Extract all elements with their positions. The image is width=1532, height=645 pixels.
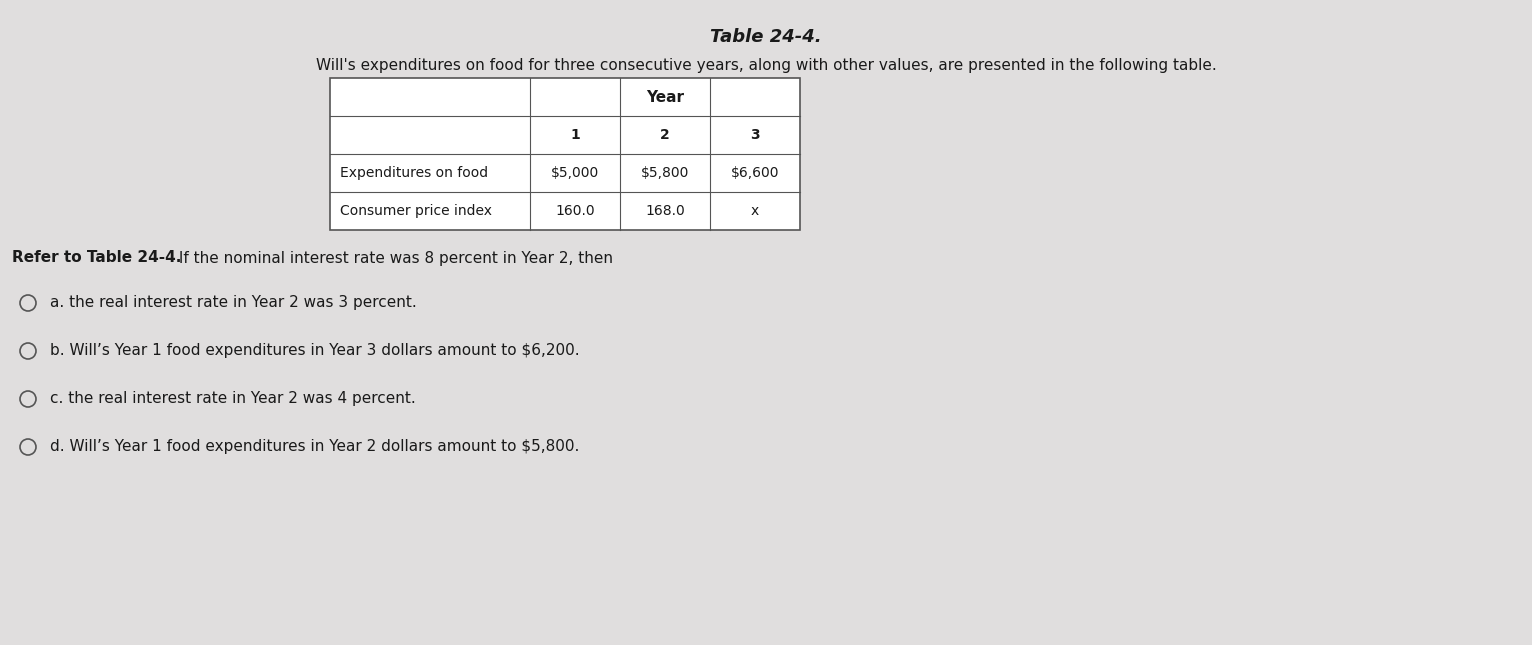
Text: d. Will’s Year 1 food expenditures in Year 2 dollars amount to $5,800.: d. Will’s Year 1 food expenditures in Ye… (51, 439, 579, 455)
Text: 1: 1 (570, 128, 581, 142)
Text: $5,000: $5,000 (552, 166, 599, 180)
Text: Will's expenditures on food for three consecutive years, along with other values: Will's expenditures on food for three co… (316, 58, 1216, 73)
Text: If the nominal interest rate was 8 percent in Year 2, then: If the nominal interest rate was 8 perce… (175, 250, 613, 266)
Text: Expenditures on food: Expenditures on food (340, 166, 489, 180)
Text: 2: 2 (660, 128, 669, 142)
Text: $5,800: $5,800 (640, 166, 689, 180)
Bar (329, 78, 800, 230)
Text: b. Will’s Year 1 food expenditures in Year 3 dollars amount to $6,200.: b. Will’s Year 1 food expenditures in Ye… (51, 344, 579, 359)
Text: 160.0: 160.0 (555, 204, 594, 218)
Text: $6,600: $6,600 (731, 166, 780, 180)
Text: 3: 3 (751, 128, 760, 142)
Text: 168.0: 168.0 (645, 204, 685, 218)
Text: Year: Year (647, 90, 683, 104)
Text: x: x (751, 204, 760, 218)
Text: Refer to Table 24-4.: Refer to Table 24-4. (12, 250, 181, 266)
Text: c. the real interest rate in Year 2 was 4 percent.: c. the real interest rate in Year 2 was … (51, 392, 415, 406)
Text: Table 24-4.: Table 24-4. (711, 28, 821, 46)
Text: a. the real interest rate in Year 2 was 3 percent.: a. the real interest rate in Year 2 was … (51, 295, 417, 310)
Text: Consumer price index: Consumer price index (340, 204, 492, 218)
Bar (329, 78, 800, 230)
